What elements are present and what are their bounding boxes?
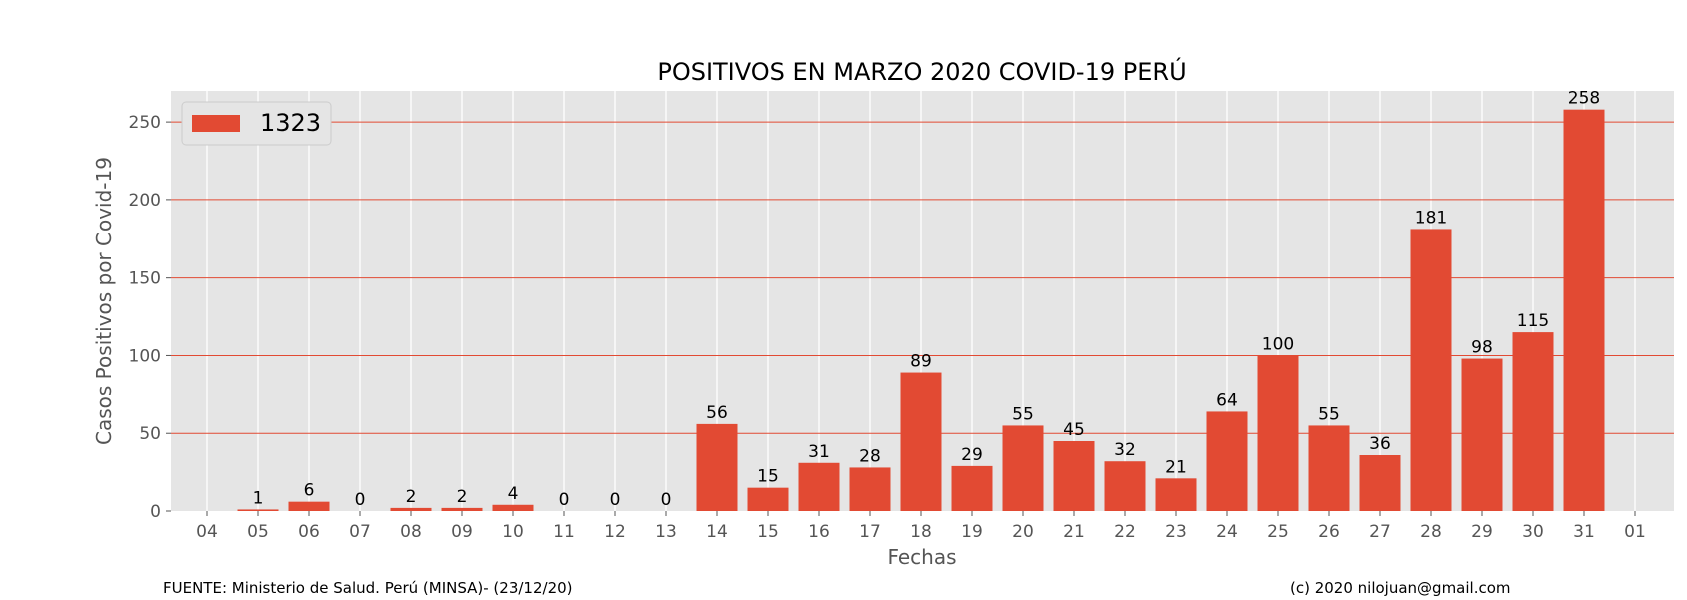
- bar-value-label: 32: [1114, 440, 1136, 460]
- x-tick-label: 16: [808, 522, 830, 542]
- x-axis-label: Fechas: [887, 545, 956, 569]
- y-tick-labels: 0 50 100 150 200 250: [129, 113, 171, 522]
- y-tick-label: 250: [129, 113, 161, 133]
- bar-value-label: 0: [610, 490, 621, 510]
- x-tick-label: 15: [757, 522, 779, 542]
- bar: [1155, 478, 1197, 511]
- bar: [798, 462, 840, 511]
- y-axis-label: Casos Positivos por Covid-19: [92, 157, 116, 445]
- footer-source: FUENTE: Ministerio de Salud. Perú (MINSA…: [163, 579, 573, 597]
- y-tick-label: 50: [139, 424, 161, 444]
- bar: [288, 501, 330, 511]
- bar-value-label: 4: [508, 484, 519, 504]
- bar: [900, 372, 942, 511]
- bars: [237, 109, 1605, 512]
- x-tick-label: 21: [1063, 522, 1085, 542]
- bar-value-label: 64: [1216, 390, 1238, 410]
- x-tick-label: 06: [298, 522, 320, 542]
- x-tick-label: 28: [1420, 522, 1442, 542]
- bar-value-label: 6: [304, 481, 315, 501]
- y-tick-label: 100: [129, 346, 161, 366]
- legend-swatch: [192, 115, 240, 132]
- bar: [1257, 355, 1299, 511]
- bar-value-label: 28: [859, 446, 881, 466]
- x-tick-label: 13: [655, 522, 677, 542]
- x-tick-label: 04: [196, 522, 218, 542]
- bar: [390, 507, 432, 511]
- y-tick-label: 150: [129, 269, 161, 289]
- legend-box: [181, 101, 332, 146]
- bar: [1359, 455, 1401, 511]
- bar: [1206, 411, 1248, 511]
- footer-credit: (c) 2020 nilojuan@gmail.com: [1290, 579, 1511, 597]
- x-tick-labels: 04 05 06 07 08 09 10 11 12 13 14 15 16 17 18 19 20 21 22 23…: [196, 511, 1646, 542]
- bar-value-label: 2: [457, 487, 468, 507]
- x-tick-label: 23: [1165, 522, 1187, 542]
- bar-labels: 1 6 0 2 2 4 0 0 0 56 15 31 28 89 29 55 45 32 21 64 100 55 36 18…: [253, 89, 1601, 510]
- x-tick-label: 24: [1216, 522, 1238, 542]
- x-tick-label: 20: [1012, 522, 1034, 542]
- x-tick-label: 22: [1114, 522, 1136, 542]
- bar: [696, 423, 738, 511]
- x-tick-label: 07: [349, 522, 371, 542]
- bar-value-label: 15: [757, 467, 779, 487]
- bar-value-label: 89: [910, 352, 932, 372]
- bar-value-label: 36: [1369, 434, 1391, 454]
- x-tick-label: 01: [1624, 522, 1646, 542]
- bar-value-label: 115: [1517, 311, 1549, 331]
- bar: [492, 504, 534, 511]
- x-tick-label: 11: [553, 522, 575, 542]
- bar-value-label: 56: [706, 403, 728, 423]
- bar: [1002, 425, 1044, 511]
- bar-value-label: 21: [1165, 457, 1187, 477]
- bar-value-label: 31: [808, 442, 830, 462]
- bar-value-label: 100: [1262, 334, 1294, 354]
- x-tick-label: 14: [706, 522, 728, 542]
- x-tick-label: 08: [400, 522, 422, 542]
- x-tick-label: 30: [1522, 522, 1544, 542]
- bar: [1410, 229, 1452, 511]
- chart-title: POSITIVOS EN MARZO 2020 COVID-19 PERÚ: [657, 56, 1186, 86]
- x-tick-label: 05: [247, 522, 269, 542]
- bar-value-label: 181: [1415, 208, 1447, 228]
- x-tick-label: 27: [1369, 522, 1391, 542]
- bar: [237, 509, 279, 511]
- bar: [951, 465, 993, 511]
- bar-value-label: 98: [1471, 338, 1493, 358]
- bar-value-label: 45: [1063, 420, 1085, 440]
- bar: [747, 487, 789, 511]
- bar: [849, 467, 891, 511]
- bar: [1053, 441, 1095, 511]
- bar-value-label: 0: [661, 490, 672, 510]
- x-tick-label: 09: [451, 522, 473, 542]
- bar: [1308, 425, 1350, 511]
- bar-value-label: 0: [355, 490, 366, 510]
- bar-value-label: 2: [406, 487, 417, 507]
- bar-value-label: 29: [961, 445, 983, 465]
- x-tick-label: 25: [1267, 522, 1289, 542]
- bar: [1461, 358, 1503, 511]
- x-tick-label: 26: [1318, 522, 1340, 542]
- y-tick-label: 0: [150, 502, 161, 522]
- x-tick-label: 12: [604, 522, 626, 542]
- bar: [1104, 461, 1146, 511]
- bar-value-label: 258: [1568, 89, 1600, 109]
- x-tick-label: 10: [502, 522, 524, 542]
- bar: [441, 507, 483, 511]
- bar-value-label: 55: [1012, 404, 1034, 424]
- x-tick-label: 18: [910, 522, 932, 542]
- bar-value-label: 55: [1318, 404, 1340, 424]
- x-tick-label: 29: [1471, 522, 1493, 542]
- bar: [1512, 332, 1554, 511]
- legend-label: 1323: [260, 109, 321, 137]
- y-tick-label: 200: [129, 191, 161, 211]
- legend: 1323: [181, 101, 332, 146]
- bar: [1563, 109, 1605, 512]
- x-tick-label: 19: [961, 522, 983, 542]
- bar-value-label: 1: [253, 488, 264, 508]
- x-tick-label: 31: [1573, 522, 1595, 542]
- bar-value-label: 0: [559, 490, 570, 510]
- x-tick-label: 17: [859, 522, 881, 542]
